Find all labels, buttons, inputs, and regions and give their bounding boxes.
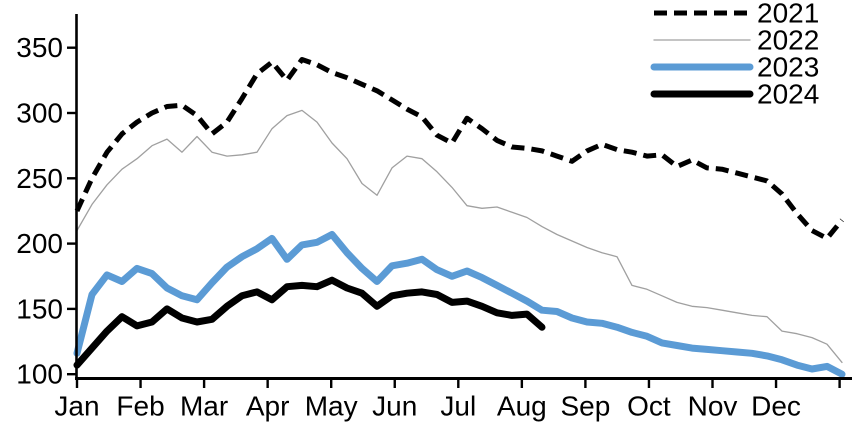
series-line-2021 <box>74 57 844 241</box>
x-tick-label: Sep <box>560 391 610 422</box>
y-tick-label: 300 <box>16 98 63 129</box>
x-axis: Jan Feb Mar Apr May Jun Jul Aug Sep Oct Nov Dec <box>54 377 852 422</box>
x-tick-label: Mar <box>180 391 228 422</box>
legend-label-2021: 2021 <box>757 0 819 29</box>
x-tick-label: Feb <box>116 391 164 422</box>
y-tick-label: 150 <box>16 293 63 324</box>
plot-series <box>73 57 846 378</box>
x-tick-label: Apr <box>246 391 290 422</box>
legend-item-2023: 2023 <box>650 52 819 83</box>
y-axis: 100 150 200 250 300 350 <box>16 14 78 390</box>
y-tick-label: 100 <box>16 359 63 390</box>
legend-item-2024: 2024 <box>650 79 819 110</box>
legend-label-2024: 2024 <box>757 79 819 110</box>
legend-label-2022: 2022 <box>757 25 819 56</box>
x-tick-label: Jul <box>440 391 476 422</box>
x-tick-label: Dec <box>751 391 801 422</box>
legend-item-2021: 2021 <box>654 0 819 29</box>
x-tick-label: Jun <box>372 391 417 422</box>
y-tick-label: 200 <box>16 228 63 259</box>
y-tick-label: 250 <box>16 163 63 194</box>
legend-label-2023: 2023 <box>757 52 819 83</box>
x-tick-label: Aug <box>497 391 547 422</box>
y-tick-label: 350 <box>16 32 63 63</box>
x-tick-label: Nov <box>688 391 738 422</box>
legend-item-2022: 2022 <box>653 25 819 56</box>
x-tick-label: Oct <box>627 391 671 422</box>
series-line-2024 <box>73 276 546 369</box>
x-tick-label: Jan <box>54 391 99 422</box>
x-tick-label: May <box>305 391 358 422</box>
series-line-2023 <box>73 231 846 378</box>
series-line-2022 <box>76 109 843 364</box>
